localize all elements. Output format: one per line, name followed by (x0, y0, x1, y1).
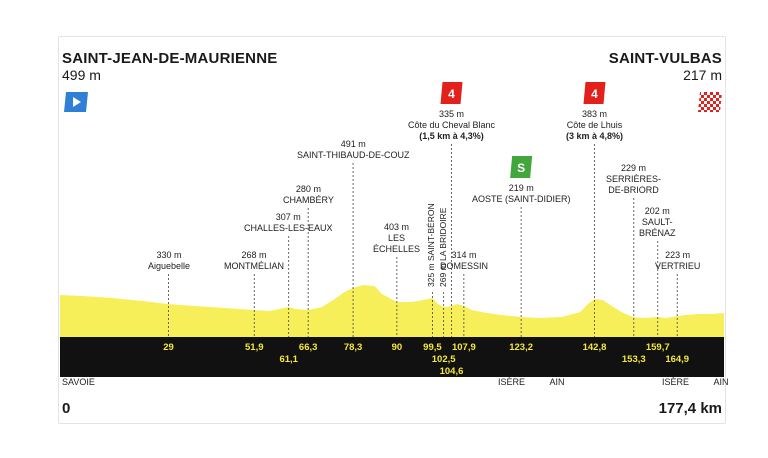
km-label-vertrieu: 164,9 (665, 354, 690, 365)
place-text: Aiguebelle (148, 261, 191, 271)
waypoint-label-cheval-blanc: 335 m Côte du Cheval Blanc (1,5 km à 4,3%) (408, 109, 495, 142)
altitude-text: 268 m (241, 250, 267, 260)
place-text: CHAMBÉRY (283, 195, 334, 205)
km-label-lhuis: 142,8 (582, 342, 607, 353)
place-text: CHALLES-LES-EAUX (244, 223, 333, 233)
waypoint-label-echelles: 403 m LES ÉCHELLES (373, 222, 420, 255)
finish-distance: 177,4 km (658, 400, 722, 417)
waypoint-label-beron: 325 m SAINT-BÉRON (426, 203, 437, 287)
waypoint-label-montmelian: 268 m MONTMÉLIAN (224, 250, 284, 272)
altitude-text: 223 m (665, 250, 691, 260)
altitude-text: 202 m (644, 206, 670, 216)
start-distance: 0 (62, 400, 71, 417)
km-label-chambery: 66,3 (298, 342, 318, 353)
altitude-text: 383 m (582, 109, 608, 119)
altitude-text: 330 m (156, 250, 182, 260)
waypoint-label-couz: 491 m SAINT-THIBAUD-DE-COUZ (297, 139, 410, 161)
place-text: VERTRIEU (655, 261, 701, 271)
altitude-text: 280 m (295, 184, 321, 194)
waypoint-label-sault: 202 m SAULT- BRÉNAZ (639, 206, 676, 239)
start-altitude: 499 m (62, 67, 101, 83)
waypoint-label-chambery: 280 m CHAMBÉRY (283, 184, 334, 206)
km-label-echelles: 90 (391, 342, 403, 353)
waypoint-label-aoste: 219 m AOSTE (SAINT-DIDIER) (472, 183, 571, 205)
place-text: ÉCHELLES (373, 244, 421, 254)
place-text: Côte du Cheval Blanc (408, 120, 496, 130)
waypoint-label-serrieres: 229 m SERRIÈRES- DE-BRIORD (606, 163, 661, 196)
km-label-couz: 78,3 (343, 342, 363, 353)
elevation-area (60, 285, 724, 337)
start-flag-icon (64, 92, 88, 112)
place-text: Côte de Lhuis (566, 120, 623, 130)
place-text: SERRIÈRES- (606, 174, 662, 184)
finish-altitude: 217 m (683, 67, 722, 83)
place-text: SAINT-THIBAUD-DE-COUZ (297, 150, 410, 160)
km-label-beron: 99,5 (423, 342, 442, 353)
region-savoie: SAVOIE (62, 377, 95, 387)
place-text: BRÉNAZ (639, 228, 676, 238)
waypoint-label-lhuis: 383 m Côte de Lhuis (3 km à 4,8%) (566, 109, 623, 142)
altitude-text: 219 m (508, 183, 534, 193)
region-isere-ain-2: ISÈRE AIN (662, 377, 729, 387)
waypoint-label-domessin: 314 m DOMESSIN (440, 250, 488, 272)
waypoint-label-vertrieu: 223 m VERTRIEU (655, 250, 700, 272)
region-isere-ain-1: ISÈRE AIN (498, 377, 565, 387)
climb-category-icon-cheval-blanc: 4 (440, 82, 463, 104)
svg-text:S: S (517, 161, 525, 175)
place-text: (3 km à 4,8%) (566, 131, 624, 141)
altitude-text: 335 m (439, 109, 465, 119)
altitude-text: 491 m (340, 139, 366, 149)
waypoint-label-aiguebelle: 330 m Aiguebelle (148, 250, 190, 272)
place-text: (1,5 km à 4,3%) (419, 131, 484, 141)
svg-text:4: 4 (448, 87, 455, 101)
km-label-domessin: 107,9 (451, 342, 476, 353)
km-band (60, 337, 724, 377)
svg-text:4: 4 (591, 87, 598, 101)
start-town: SAINT-JEAN-DE-MAURIENNE (62, 50, 278, 67)
place-text: DOMESSIN (440, 261, 489, 271)
altitude-text: 403 m (384, 222, 410, 232)
finish-flag-icon (698, 92, 722, 112)
sprint-icon-aoste: S (510, 156, 533, 178)
km-label-bridoire: 102,5 (431, 354, 456, 365)
km-label-montmelian: 51,9 (245, 342, 264, 353)
altitude-text: 229 m (621, 163, 647, 173)
km-label-challes: 61,1 (279, 354, 298, 365)
waypoint-label-challes: 307 m CHALLES-LES-EAUX (244, 212, 333, 234)
place-text: SAULT- (641, 217, 673, 227)
altitude-text: 314 m (451, 250, 477, 260)
km-label-serrieres: 153,3 (621, 354, 646, 365)
km-label-aoste: 123,2 (509, 342, 534, 353)
km-label-aiguebelle: 29 (163, 342, 174, 353)
waypoint-label-bridoire: 269 m LA BRIDOIRE (437, 207, 448, 287)
altitude-text: 307 m (275, 212, 301, 222)
place-text: AOSTE (SAINT-DIDIER) (472, 194, 571, 204)
climb-category-icon-lhuis: 4 (583, 82, 606, 104)
km-label-sault: 159,7 (645, 342, 670, 353)
place-text: DE-BRIORD (608, 185, 659, 195)
km-label-cheval-blanc: 104,6 (439, 366, 464, 377)
place-text: MONTMÉLIAN (224, 261, 285, 271)
place-text: LES (388, 233, 406, 243)
finish-town: SAINT-VULBAS (608, 50, 722, 67)
